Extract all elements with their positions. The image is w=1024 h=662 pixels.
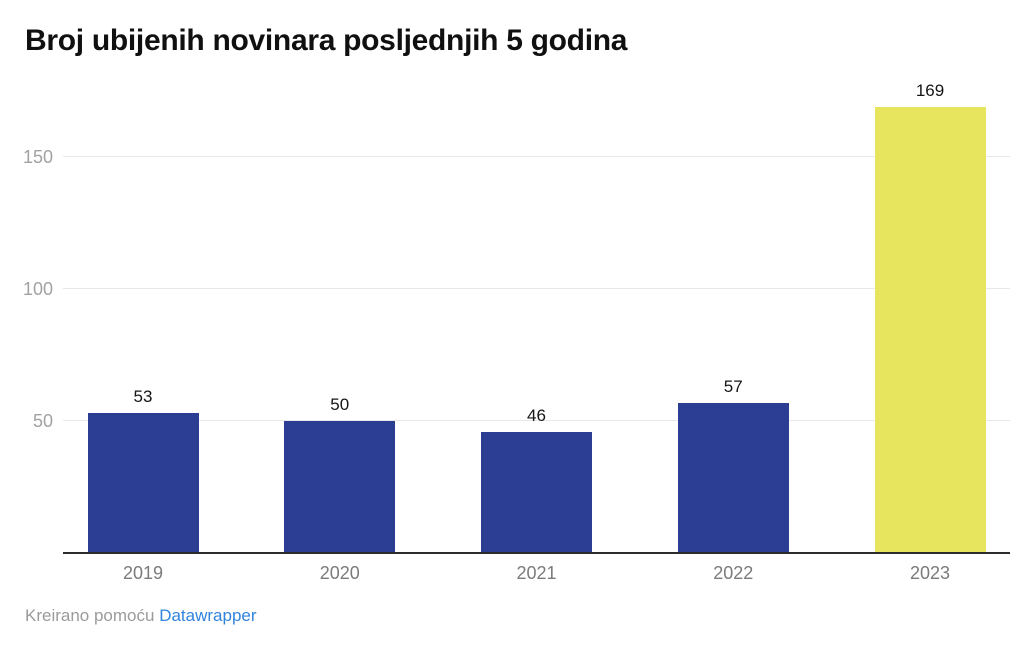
x-axis-label: 2021: [516, 563, 557, 583]
bar-value-label: 53: [133, 387, 153, 407]
attribution-text: Kreirano pomoću: [25, 606, 160, 625]
bar-value-label: 57: [723, 376, 743, 396]
x-axis-label: 2019: [122, 563, 164, 583]
bar-value-label: 46: [527, 405, 546, 425]
bar-2022: [677, 402, 789, 553]
chart-title: Broj ubijenih novinara posljednjih 5 god…: [25, 24, 628, 57]
bar-2019: [87, 413, 199, 553]
y-axis-tick-label: 100: [22, 279, 53, 299]
bar-2021: [481, 431, 592, 553]
x-axis-label: 2022: [713, 563, 754, 583]
x-axis-line: [63, 552, 1010, 554]
attribution: Kreirano pomoću Datawrapper: [25, 606, 257, 626]
plot-area: 50 100 150 53 2019 50 2020 46 2021 57 2022 169 2023: [23, 82, 1010, 583]
gridline: [63, 156, 1010, 157]
datawrapper-link[interactable]: Datawrapper: [159, 606, 257, 625]
gridline: [63, 288, 1010, 289]
gridline: [63, 420, 1010, 421]
y-axis-tick-label: 150: [22, 147, 53, 167]
bar-2023: [874, 106, 986, 553]
bar-value-label: 50: [330, 395, 350, 414]
bar-2020: [284, 421, 396, 553]
x-axis-label: 2023: [909, 563, 951, 583]
x-axis-label: 2020: [319, 563, 360, 583]
bar-value-label: 169: [915, 80, 945, 100]
y-axis-tick-label: 50: [32, 411, 53, 431]
